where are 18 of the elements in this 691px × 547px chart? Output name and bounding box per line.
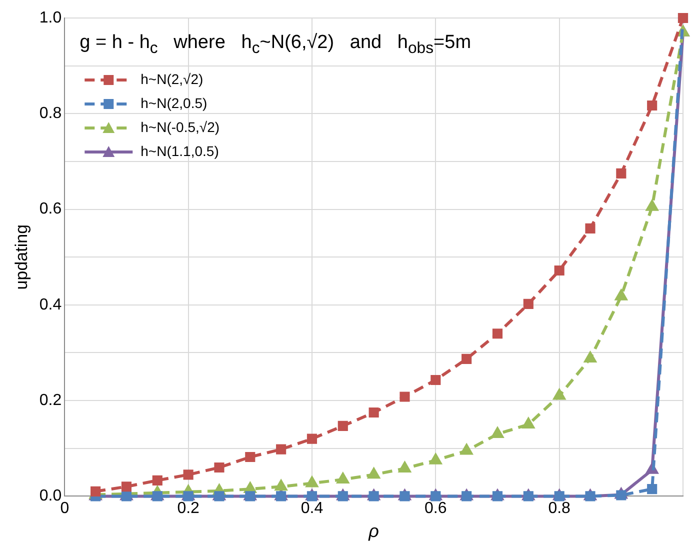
- x-axis-title: ρ: [368, 521, 379, 542]
- y-tick-label: 0.4: [39, 296, 62, 314]
- x-tick-label: 0.8: [548, 500, 571, 518]
- annotation: g = h - h$_{c}$ where h$_{c}$~N(6,√2) and h$_{obs}$=5m: [80, 32, 472, 58]
- y-axis-title: updating: [12, 224, 31, 290]
- legend-label: h~N(-0.5,√2): [140, 118, 220, 135]
- y-tick-label: 0.2: [39, 392, 62, 409]
- y-tick-label: 1.0: [39, 9, 62, 26]
- x-tick-label: 0.2: [177, 500, 200, 518]
- x-tick-label: 0: [60, 500, 70, 518]
- x-tick-label: 0.6: [424, 500, 447, 518]
- y-tick-label: 0.6: [39, 200, 62, 218]
- legend-label: h~N(2,√2): [140, 70, 204, 87]
- legend-label: h~N(1.1,0.5): [140, 142, 219, 159]
- text: 0.0: [39, 488, 62, 505]
- legend-label: h~N(2,0.5): [140, 94, 208, 111]
- x-tick-label: 0.4: [300, 500, 324, 518]
- y-tick-label: 0.8: [39, 105, 62, 122]
